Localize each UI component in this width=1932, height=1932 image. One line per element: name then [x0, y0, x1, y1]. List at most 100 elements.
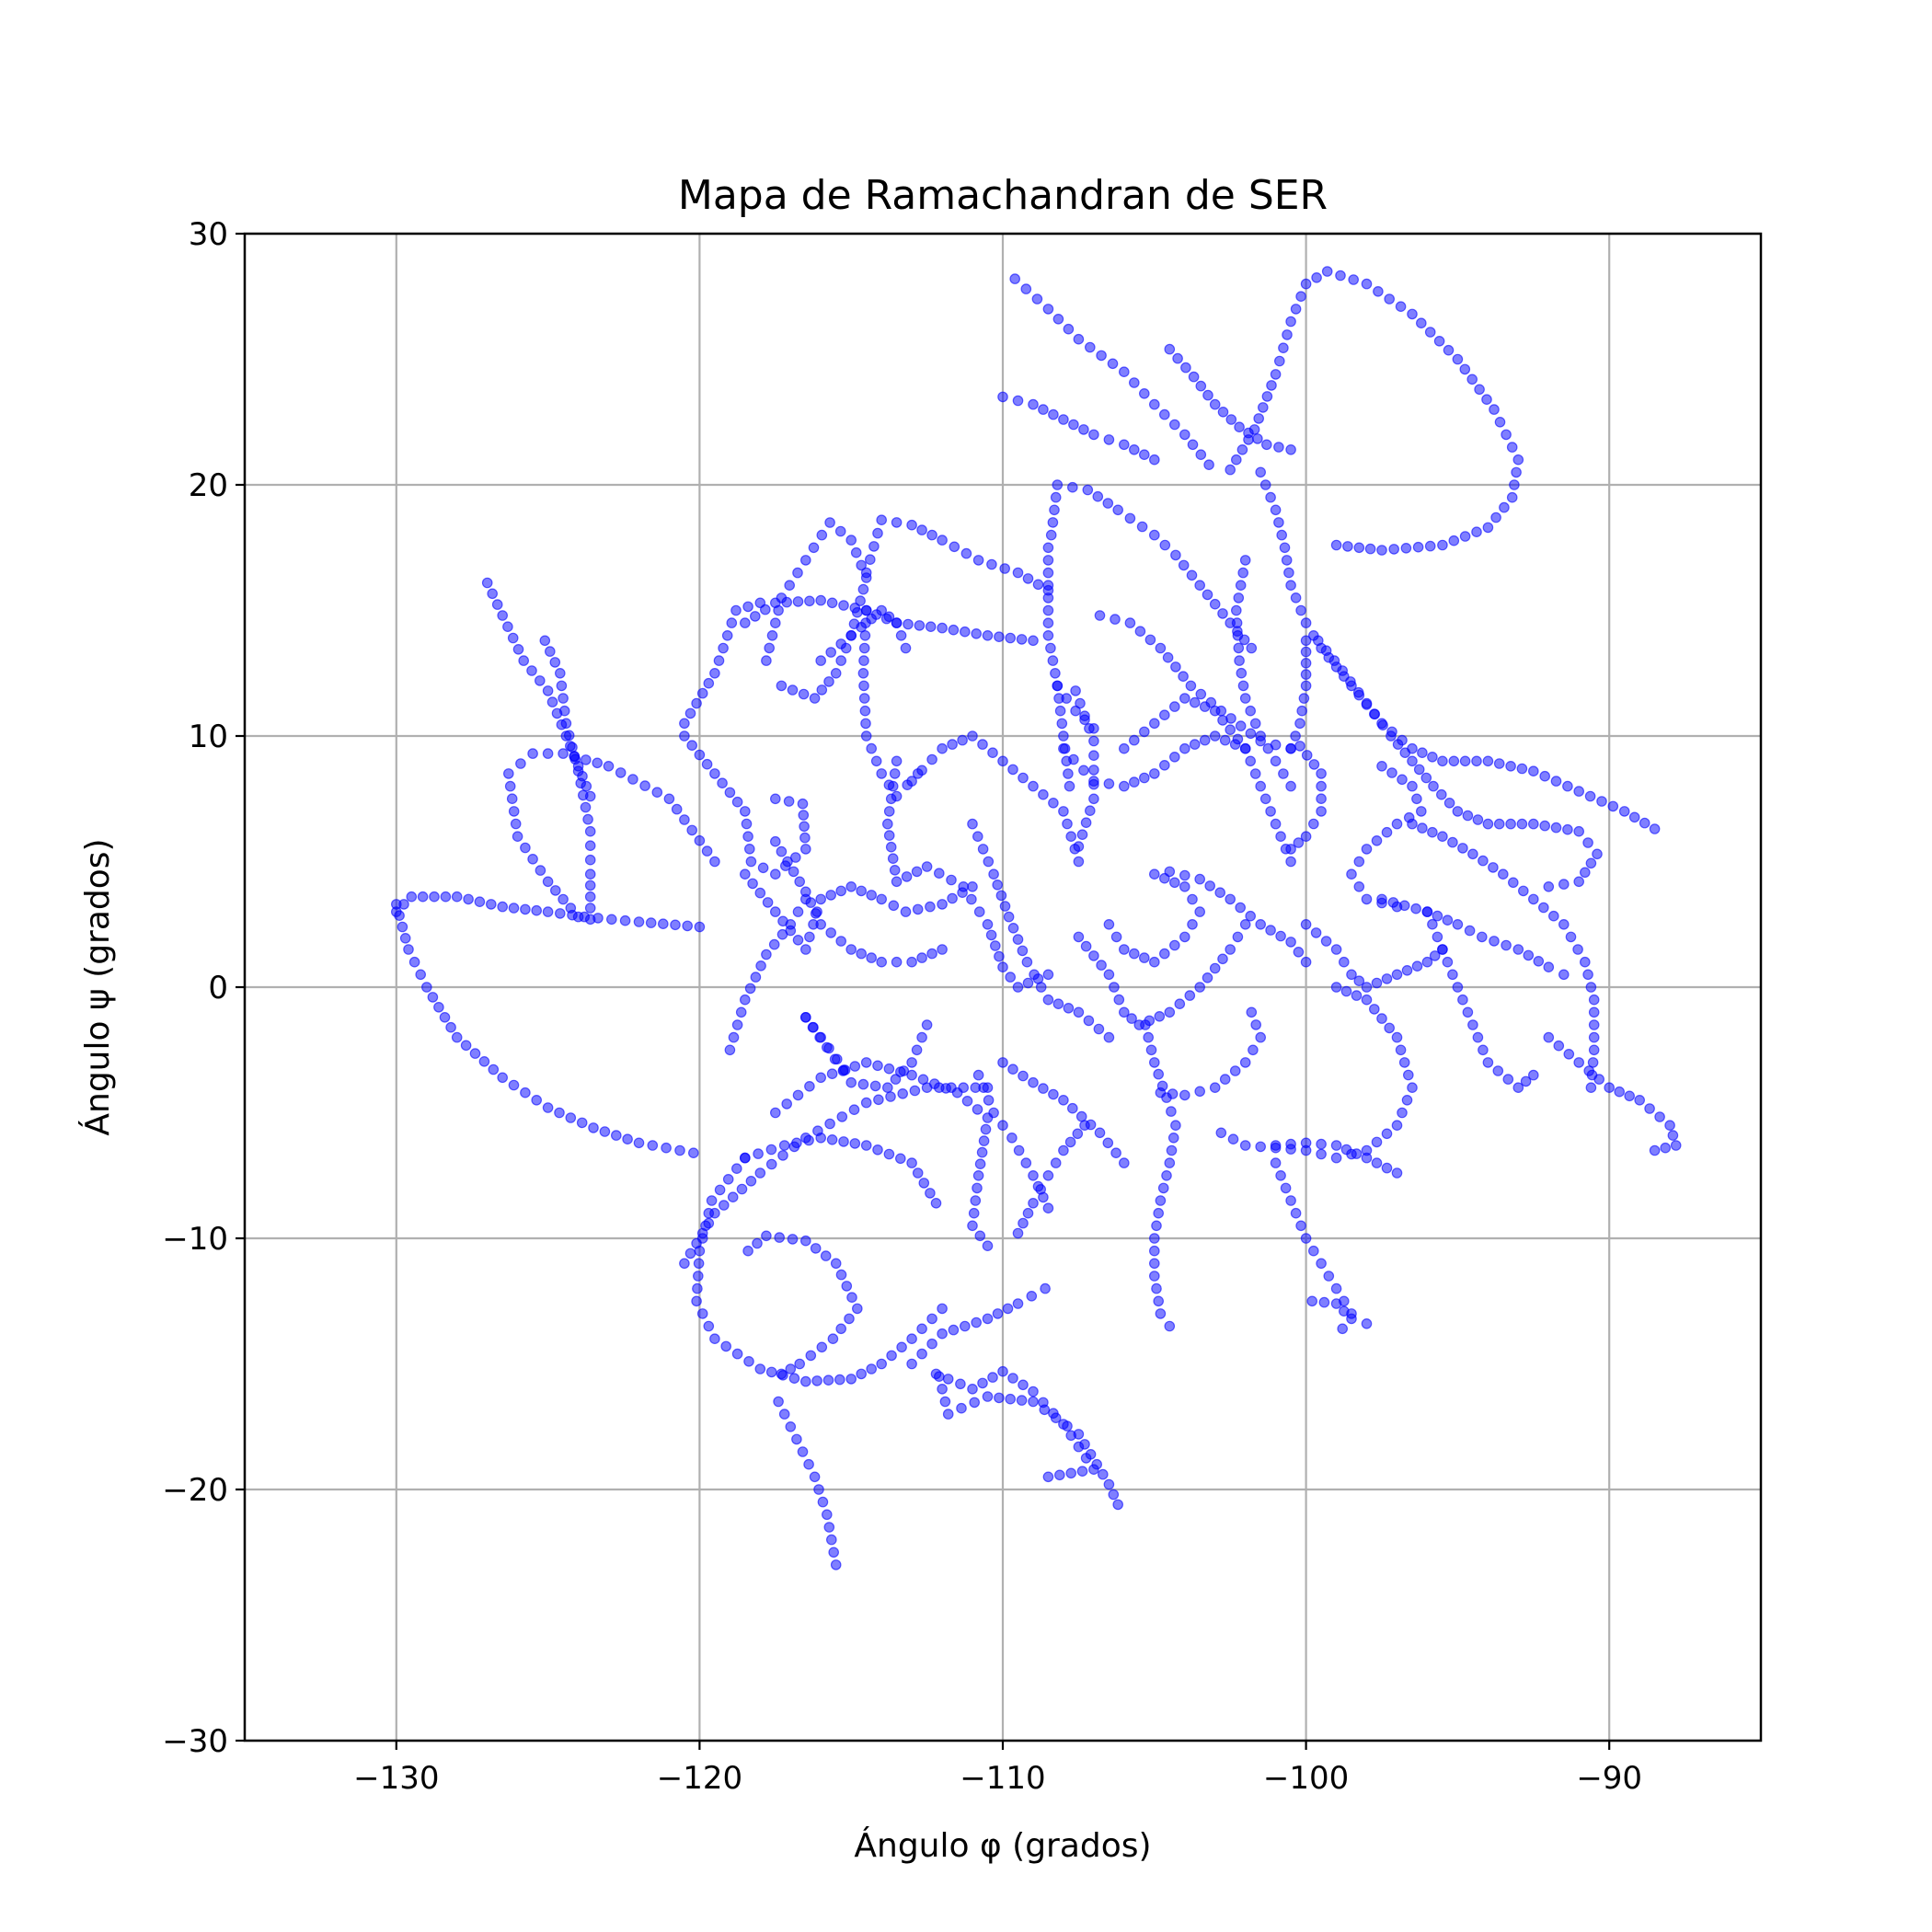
- scatter-point: [1512, 1082, 1524, 1093]
- scatter-point: [1217, 953, 1228, 965]
- scatter-point: [891, 876, 903, 888]
- scatter-point: [937, 535, 948, 546]
- scatter-point: [1217, 608, 1228, 619]
- scatter-point: [1471, 755, 1482, 767]
- scatter-point: [761, 655, 772, 666]
- scatter-point: [1285, 844, 1296, 855]
- scatter-point: [745, 1176, 757, 1187]
- scatter-point: [1607, 800, 1619, 812]
- scatter-point: [1088, 793, 1099, 805]
- scatter-point: [816, 1341, 828, 1353]
- scatter-point: [390, 899, 402, 910]
- scatter-point: [782, 856, 793, 868]
- scatter-point: [1518, 885, 1529, 897]
- scatter-point: [1248, 1044, 1259, 1056]
- scatter-point: [1149, 956, 1160, 968]
- scatter-point: [1429, 950, 1441, 961]
- scatter-point: [1588, 994, 1600, 1006]
- scatter-point: [799, 844, 811, 855]
- scatter-point: [926, 1338, 937, 1350]
- scatter-point: [1018, 1379, 1029, 1391]
- scatter-point: [866, 613, 877, 625]
- scatter-point: [1052, 998, 1064, 1009]
- scatter-point: [633, 1137, 645, 1149]
- scatter-point: [558, 893, 569, 905]
- scatter-point: [1316, 768, 1327, 779]
- scatter-point: [826, 597, 838, 609]
- scatter-point: [549, 885, 561, 896]
- scatter-point: [451, 891, 463, 903]
- scatter-point: [906, 1057, 917, 1068]
- scatter-point: [724, 1044, 736, 1056]
- scatter-point: [1255, 466, 1266, 478]
- scatter-point: [1088, 735, 1099, 747]
- scatter-point: [1058, 1144, 1069, 1156]
- scatter-point: [1113, 994, 1125, 1006]
- scatter-point: [1587, 1057, 1599, 1068]
- scatter-point: [693, 1258, 705, 1270]
- scatter-point: [1413, 764, 1425, 776]
- scatter-point: [1533, 956, 1545, 967]
- scatter-point: [787, 1234, 799, 1245]
- scatter-point: [1119, 439, 1130, 451]
- scatter-point: [427, 992, 439, 1003]
- scatter-point: [822, 1374, 834, 1386]
- scatter-point: [845, 880, 857, 892]
- scatter-point: [1330, 1152, 1342, 1164]
- scatter-point: [1509, 479, 1520, 490]
- scatter-point: [946, 874, 957, 886]
- scatter-point: [394, 910, 405, 921]
- scatter-point: [1604, 1082, 1615, 1093]
- scatter-point: [1159, 408, 1170, 420]
- scatter-point: [507, 632, 519, 644]
- scatter-point: [692, 1271, 704, 1282]
- scatter-point: [1149, 1245, 1160, 1257]
- scatter-point: [1248, 424, 1260, 435]
- scatter-point: [983, 856, 995, 868]
- scatter-point: [1195, 688, 1207, 700]
- scatter-point: [679, 814, 690, 825]
- scatter-point: [970, 1195, 982, 1206]
- scatter-point: [701, 758, 713, 770]
- scatter-point: [504, 780, 516, 792]
- scatter-point: [825, 647, 836, 658]
- scatter-point: [1427, 918, 1438, 930]
- scatter-point: [1214, 887, 1225, 898]
- scatter-point: [1143, 1031, 1154, 1043]
- scatter-point: [805, 1350, 817, 1362]
- scatter-point: [1167, 1088, 1179, 1099]
- scatter-point: [754, 597, 766, 609]
- scatter-point: [560, 718, 572, 730]
- scatter-point: [726, 617, 738, 628]
- scatter-point: [744, 983, 756, 995]
- scatter-point: [997, 755, 1008, 767]
- scatter-point: [798, 688, 810, 700]
- scatter-point: [1361, 982, 1373, 993]
- scatter-point: [1539, 770, 1550, 782]
- scatter-point: [960, 626, 971, 638]
- scatter-point: [1482, 522, 1494, 534]
- scatter-point: [1320, 645, 1332, 656]
- scatter-point: [1050, 667, 1061, 679]
- scatter-point: [1386, 767, 1397, 778]
- scatter-point: [1187, 918, 1198, 930]
- scatter-point: [1432, 910, 1443, 922]
- scatter-point: [765, 1158, 777, 1170]
- scatter-point: [742, 831, 753, 842]
- scatter-point: [1042, 1170, 1054, 1181]
- scatter-point: [694, 921, 706, 933]
- scatter-point: [542, 748, 554, 759]
- scatter-point: [1523, 949, 1535, 961]
- scatter-point: [1253, 413, 1264, 424]
- scatter-point: [531, 904, 542, 916]
- scatter-point: [926, 529, 937, 541]
- scatter-point: [491, 599, 503, 610]
- scatter-point: [799, 944, 811, 955]
- scatter-point: [836, 1111, 848, 1122]
- scatter-point: [876, 1358, 887, 1370]
- scatter-point: [1236, 667, 1248, 679]
- scatter-point: [937, 1328, 948, 1340]
- scatter-point: [1281, 555, 1293, 566]
- scatter-point: [815, 655, 826, 666]
- scatter-point: [911, 1044, 923, 1056]
